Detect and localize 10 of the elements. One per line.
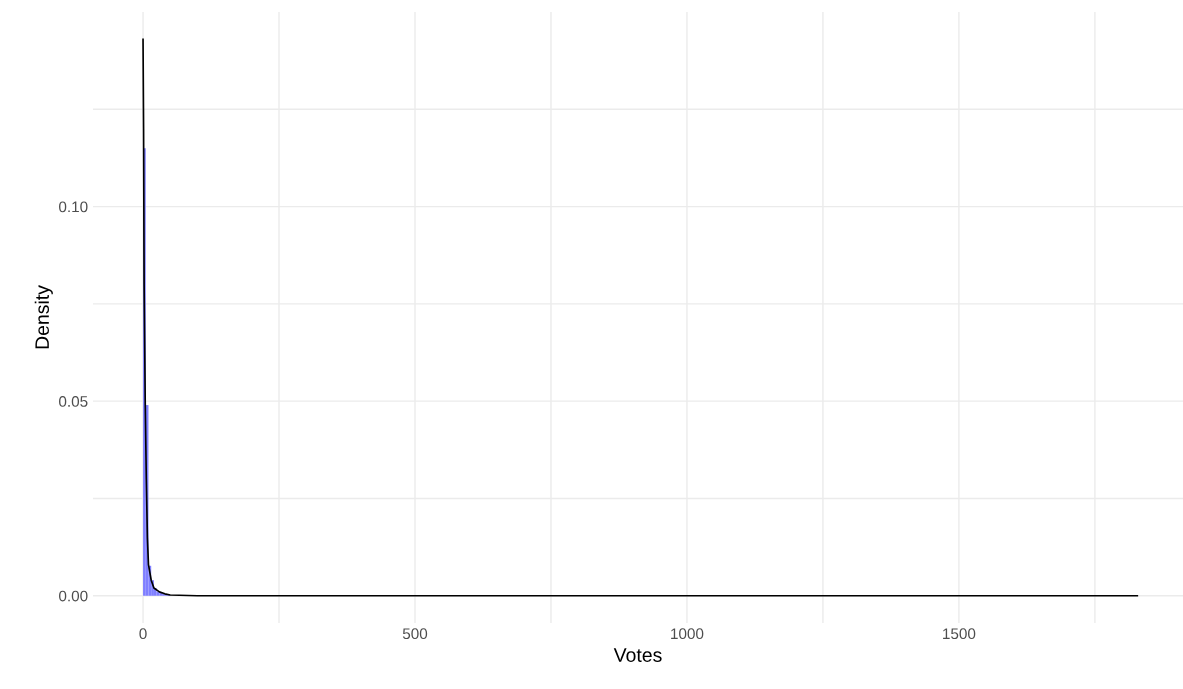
line-series (142, 38, 1139, 597)
x-tick-label: 500 (402, 628, 428, 640)
y-axis-title: Density (34, 285, 53, 349)
y-tick-label: 0.00 (59, 590, 88, 602)
y-tick-label: 0.10 (59, 201, 88, 213)
x-tick-label: 1500 (943, 628, 976, 640)
x-axis-title: Votes (613, 648, 662, 662)
x-tick-label: 0 (139, 628, 147, 640)
y-tick-label: 0.05 (59, 396, 88, 407)
x-tick-label: 1000 (671, 628, 704, 640)
